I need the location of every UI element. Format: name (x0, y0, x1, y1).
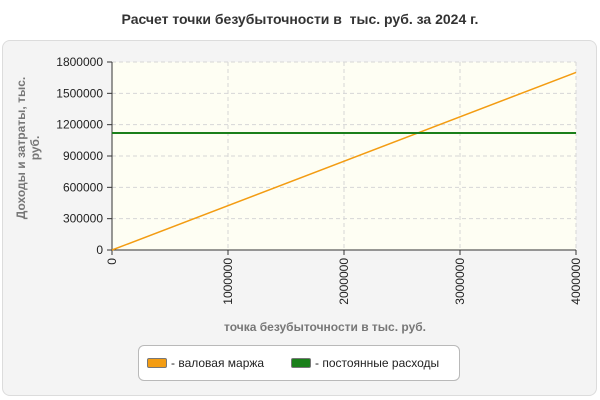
y-tick-label: 600000 (63, 180, 103, 194)
legend-swatch-gross-margin (147, 358, 167, 368)
chart-title: Расчет точки безубыточности в тыс. руб. … (121, 11, 479, 27)
y-tick-label: 1800000 (56, 55, 103, 69)
x-tick-label: 3000000 (453, 258, 467, 305)
series-line-gross-margin (111, 71, 577, 251)
legend-item-gross-margin: - валовая маржа (147, 356, 264, 370)
legend-item-fixed-costs: - постоянные расходы (291, 356, 439, 370)
y-tick-label: 300000 (63, 212, 103, 226)
y-axis-label-line-1: Доходы и затраты, тыс. (14, 77, 28, 219)
x-tick-label: 1000000 (221, 258, 235, 305)
legend-swatch-fixed-costs (291, 358, 311, 368)
y-tick-label: 0 (96, 243, 103, 257)
legend-label-gross-margin: - валовая маржа (171, 356, 265, 370)
y-tick-label: 1200000 (56, 118, 103, 132)
x-axis-label: точка безубыточности в тыс. руб. (224, 320, 426, 334)
x-tick-label: 2000000 (337, 258, 351, 305)
chart-legend: - валовая маржа - постоянные расходы (138, 345, 460, 381)
y-tick-label: 900000 (63, 149, 103, 163)
y-axis-label-line-2: руб. (28, 136, 42, 161)
x-tick-label: 4000000 (569, 258, 583, 305)
legend-label-fixed-costs: - постоянные расходы (315, 356, 440, 370)
y-axis-label: Доходы и затраты, тыс.руб. (14, 77, 42, 219)
y-tick-label: 1500000 (56, 86, 103, 100)
x-tick-label: 0 (105, 258, 119, 265)
